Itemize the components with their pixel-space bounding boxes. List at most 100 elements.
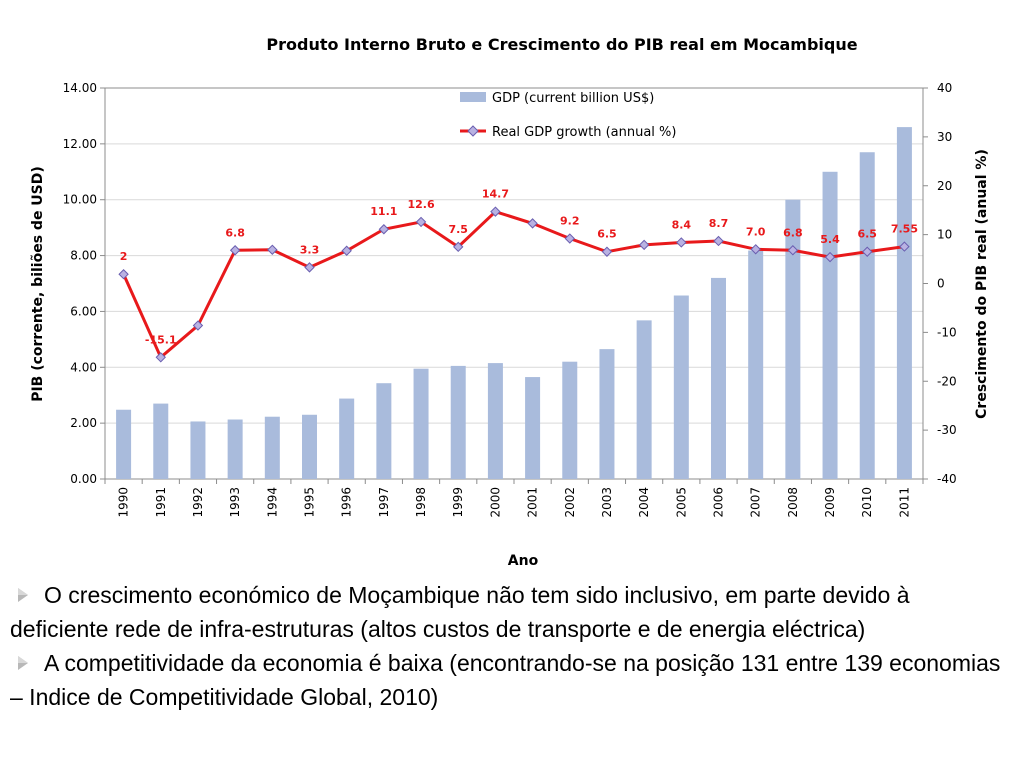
gdp-bar — [599, 349, 615, 479]
x-tick-label: 1999 — [451, 487, 465, 518]
bullet-text: O crescimento económico de Moçambique nã… — [10, 582, 910, 642]
x-axis-label: Ano — [508, 553, 539, 569]
arrow-bullet-icon — [18, 656, 28, 670]
bullet-item-inclusive-growth: O crescimento económico de Moçambique nã… — [10, 578, 1014, 646]
gdp-bar — [413, 368, 429, 479]
x-tick-label: 2001 — [526, 487, 540, 518]
gdp-bar — [264, 416, 280, 479]
x-tick-label: 1995 — [303, 487, 317, 518]
growth-data-label: 14.7 — [482, 188, 509, 201]
x-tick-label: 1997 — [377, 487, 391, 518]
gdp-bar — [636, 320, 652, 479]
growth-data-label: 11.1 — [370, 205, 397, 218]
x-tick-label: 2002 — [563, 487, 577, 518]
growth-data-label: 2 — [120, 250, 128, 263]
bullet-text: A competitividade da economia é baixa (e… — [10, 650, 1001, 710]
y-right-tick-label: -30 — [937, 423, 957, 437]
y-left-tick-label: 10.00 — [63, 193, 97, 207]
growth-data-label: 8.7 — [709, 217, 729, 230]
y-left-tick-label: 8.00 — [70, 249, 97, 263]
y-right-tick-label: 0 — [937, 277, 945, 291]
growth-data-label: 8.4 — [672, 218, 692, 231]
growth-marker — [453, 241, 464, 253]
y-left-tick-label: 2.00 — [70, 416, 97, 430]
growth-data-label: 7.0 — [746, 225, 766, 238]
growth-data-label: -15.1 — [145, 333, 177, 346]
growth-marker — [750, 244, 761, 255]
bullet-item-competitiveness: A competitividade da economia é baixa (e… — [10, 646, 1014, 714]
x-tick-label: 2009 — [823, 487, 837, 518]
growth-marker — [304, 262, 315, 273]
y-right-tick-label: 30 — [937, 130, 952, 144]
gdp-bar — [785, 199, 801, 479]
growth-marker — [899, 241, 910, 252]
growth-marker — [415, 216, 427, 228]
growth-marker — [862, 246, 873, 257]
growth-marker — [155, 352, 166, 363]
growth-data-label: 5.4 — [820, 233, 840, 246]
gdp-bar — [748, 250, 764, 479]
y-right-tick-label: 40 — [937, 81, 952, 95]
y-right-tick-label: 20 — [937, 179, 952, 193]
gdp-bar — [227, 419, 243, 479]
chart-title: Produto Interno Bruto e Crescimento do P… — [266, 35, 857, 54]
legend-swatch-gdp — [460, 92, 486, 102]
x-tick-label: 1994 — [265, 487, 279, 518]
growth-marker — [824, 251, 836, 263]
gdp-bar — [859, 152, 875, 479]
growth-marker — [490, 206, 501, 217]
x-tick-label: 2010 — [860, 487, 874, 518]
gdp-bar — [525, 377, 541, 479]
gdp-bar — [822, 171, 838, 480]
gdp-bar — [450, 365, 466, 479]
growth-data-label: 9.2 — [560, 215, 580, 228]
growth-marker — [713, 235, 724, 247]
y-right-tick-label: -10 — [937, 325, 957, 339]
x-tick-label: 1998 — [414, 487, 428, 518]
x-tick-label: 2007 — [749, 487, 763, 518]
growth-marker — [267, 244, 278, 255]
x-tick-label: 1996 — [340, 487, 354, 518]
gdp-bar — [190, 421, 206, 479]
legend-label-growth: Real GDP growth (annual %) — [492, 125, 676, 140]
y-axis-left-label: PIB (corrente, biliões de USD) — [30, 166, 46, 402]
y-axis-right-label: Crescimento do PIB real (anual %) — [974, 149, 990, 419]
gdp-bar — [116, 409, 132, 479]
y-left-tick-label: 12.00 — [63, 137, 97, 151]
x-tick-label: 2003 — [600, 487, 614, 518]
arrow-bullet-icon — [18, 588, 28, 602]
legend-label-gdp: GDP (current billion US$) — [492, 91, 654, 106]
growth-marker — [601, 246, 613, 257]
x-tick-label: 2011 — [897, 487, 911, 518]
x-tick-label: 1990 — [117, 487, 131, 518]
x-tick-label: 1991 — [154, 487, 168, 518]
growth-marker — [229, 245, 241, 256]
x-tick-label: 2000 — [488, 487, 502, 518]
x-tick-label: 2004 — [637, 487, 651, 518]
growth-marker — [564, 233, 575, 244]
growth-marker — [341, 245, 352, 256]
x-tick-label: 2008 — [786, 487, 800, 518]
growth-data-label: 6.5 — [597, 228, 617, 241]
growth-data-label: 6.8 — [225, 226, 245, 239]
gdp-bar — [376, 383, 392, 479]
gdp-bar — [302, 414, 317, 479]
gdp-bar — [487, 363, 503, 479]
growth-marker — [787, 245, 799, 256]
y-left-tick-label: 4.00 — [70, 360, 97, 374]
growth-line — [122, 209, 905, 360]
y-right-tick-label: -40 — [937, 472, 957, 486]
gdp-bar — [673, 295, 689, 479]
y-right-tick-label: -20 — [937, 374, 957, 388]
x-tick-label: 1993 — [228, 487, 242, 518]
growth-data-label: 6.8 — [783, 226, 803, 239]
growth-marker — [638, 239, 650, 251]
growth-marker — [676, 237, 687, 248]
gdp-bar — [896, 127, 912, 479]
x-tick-label: 1992 — [191, 487, 205, 518]
y-right-tick-label: 10 — [937, 228, 952, 242]
bullet-list: O crescimento económico de Moçambique nã… — [10, 578, 1014, 714]
x-tick-label: 2006 — [712, 487, 726, 518]
y-left-tick-label: 14.00 — [63, 81, 97, 95]
growth-marker — [378, 224, 390, 235]
